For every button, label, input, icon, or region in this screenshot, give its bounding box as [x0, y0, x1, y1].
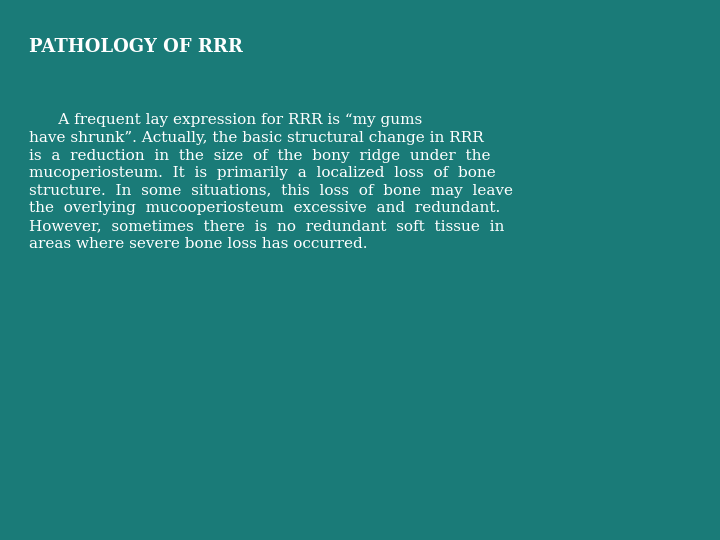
Text: areas where severe bone loss has occurred.: areas where severe bone loss has occurre…	[29, 237, 367, 251]
Text: However,  sometimes  there  is  no  redundant  soft  tissue  in: However, sometimes there is no redundant…	[29, 219, 504, 233]
Text: the  overlying  mucooperiosteum  excessive  and  redundant.: the overlying mucooperiosteum excessive …	[29, 201, 500, 215]
Text: have shrunk”. Actually, the basic structural change in RRR: have shrunk”. Actually, the basic struct…	[29, 131, 484, 145]
Text: is  a  reduction  in  the  size  of  the  bony  ridge  under  the: is a reduction in the size of the bony r…	[29, 148, 490, 163]
Text: structure.  In  some  situations,  this  loss  of  bone  may  leave: structure. In some situations, this loss…	[29, 184, 513, 198]
Text: A frequent lay expression for RRR is “my gums: A frequent lay expression for RRR is “my…	[29, 113, 422, 127]
Text: mucoperiosteum.  It  is  primarily  a  localized  loss  of  bone: mucoperiosteum. It is primarily a locali…	[29, 166, 495, 180]
Text: PATHOLOGY OF RRR: PATHOLOGY OF RRR	[29, 38, 243, 56]
